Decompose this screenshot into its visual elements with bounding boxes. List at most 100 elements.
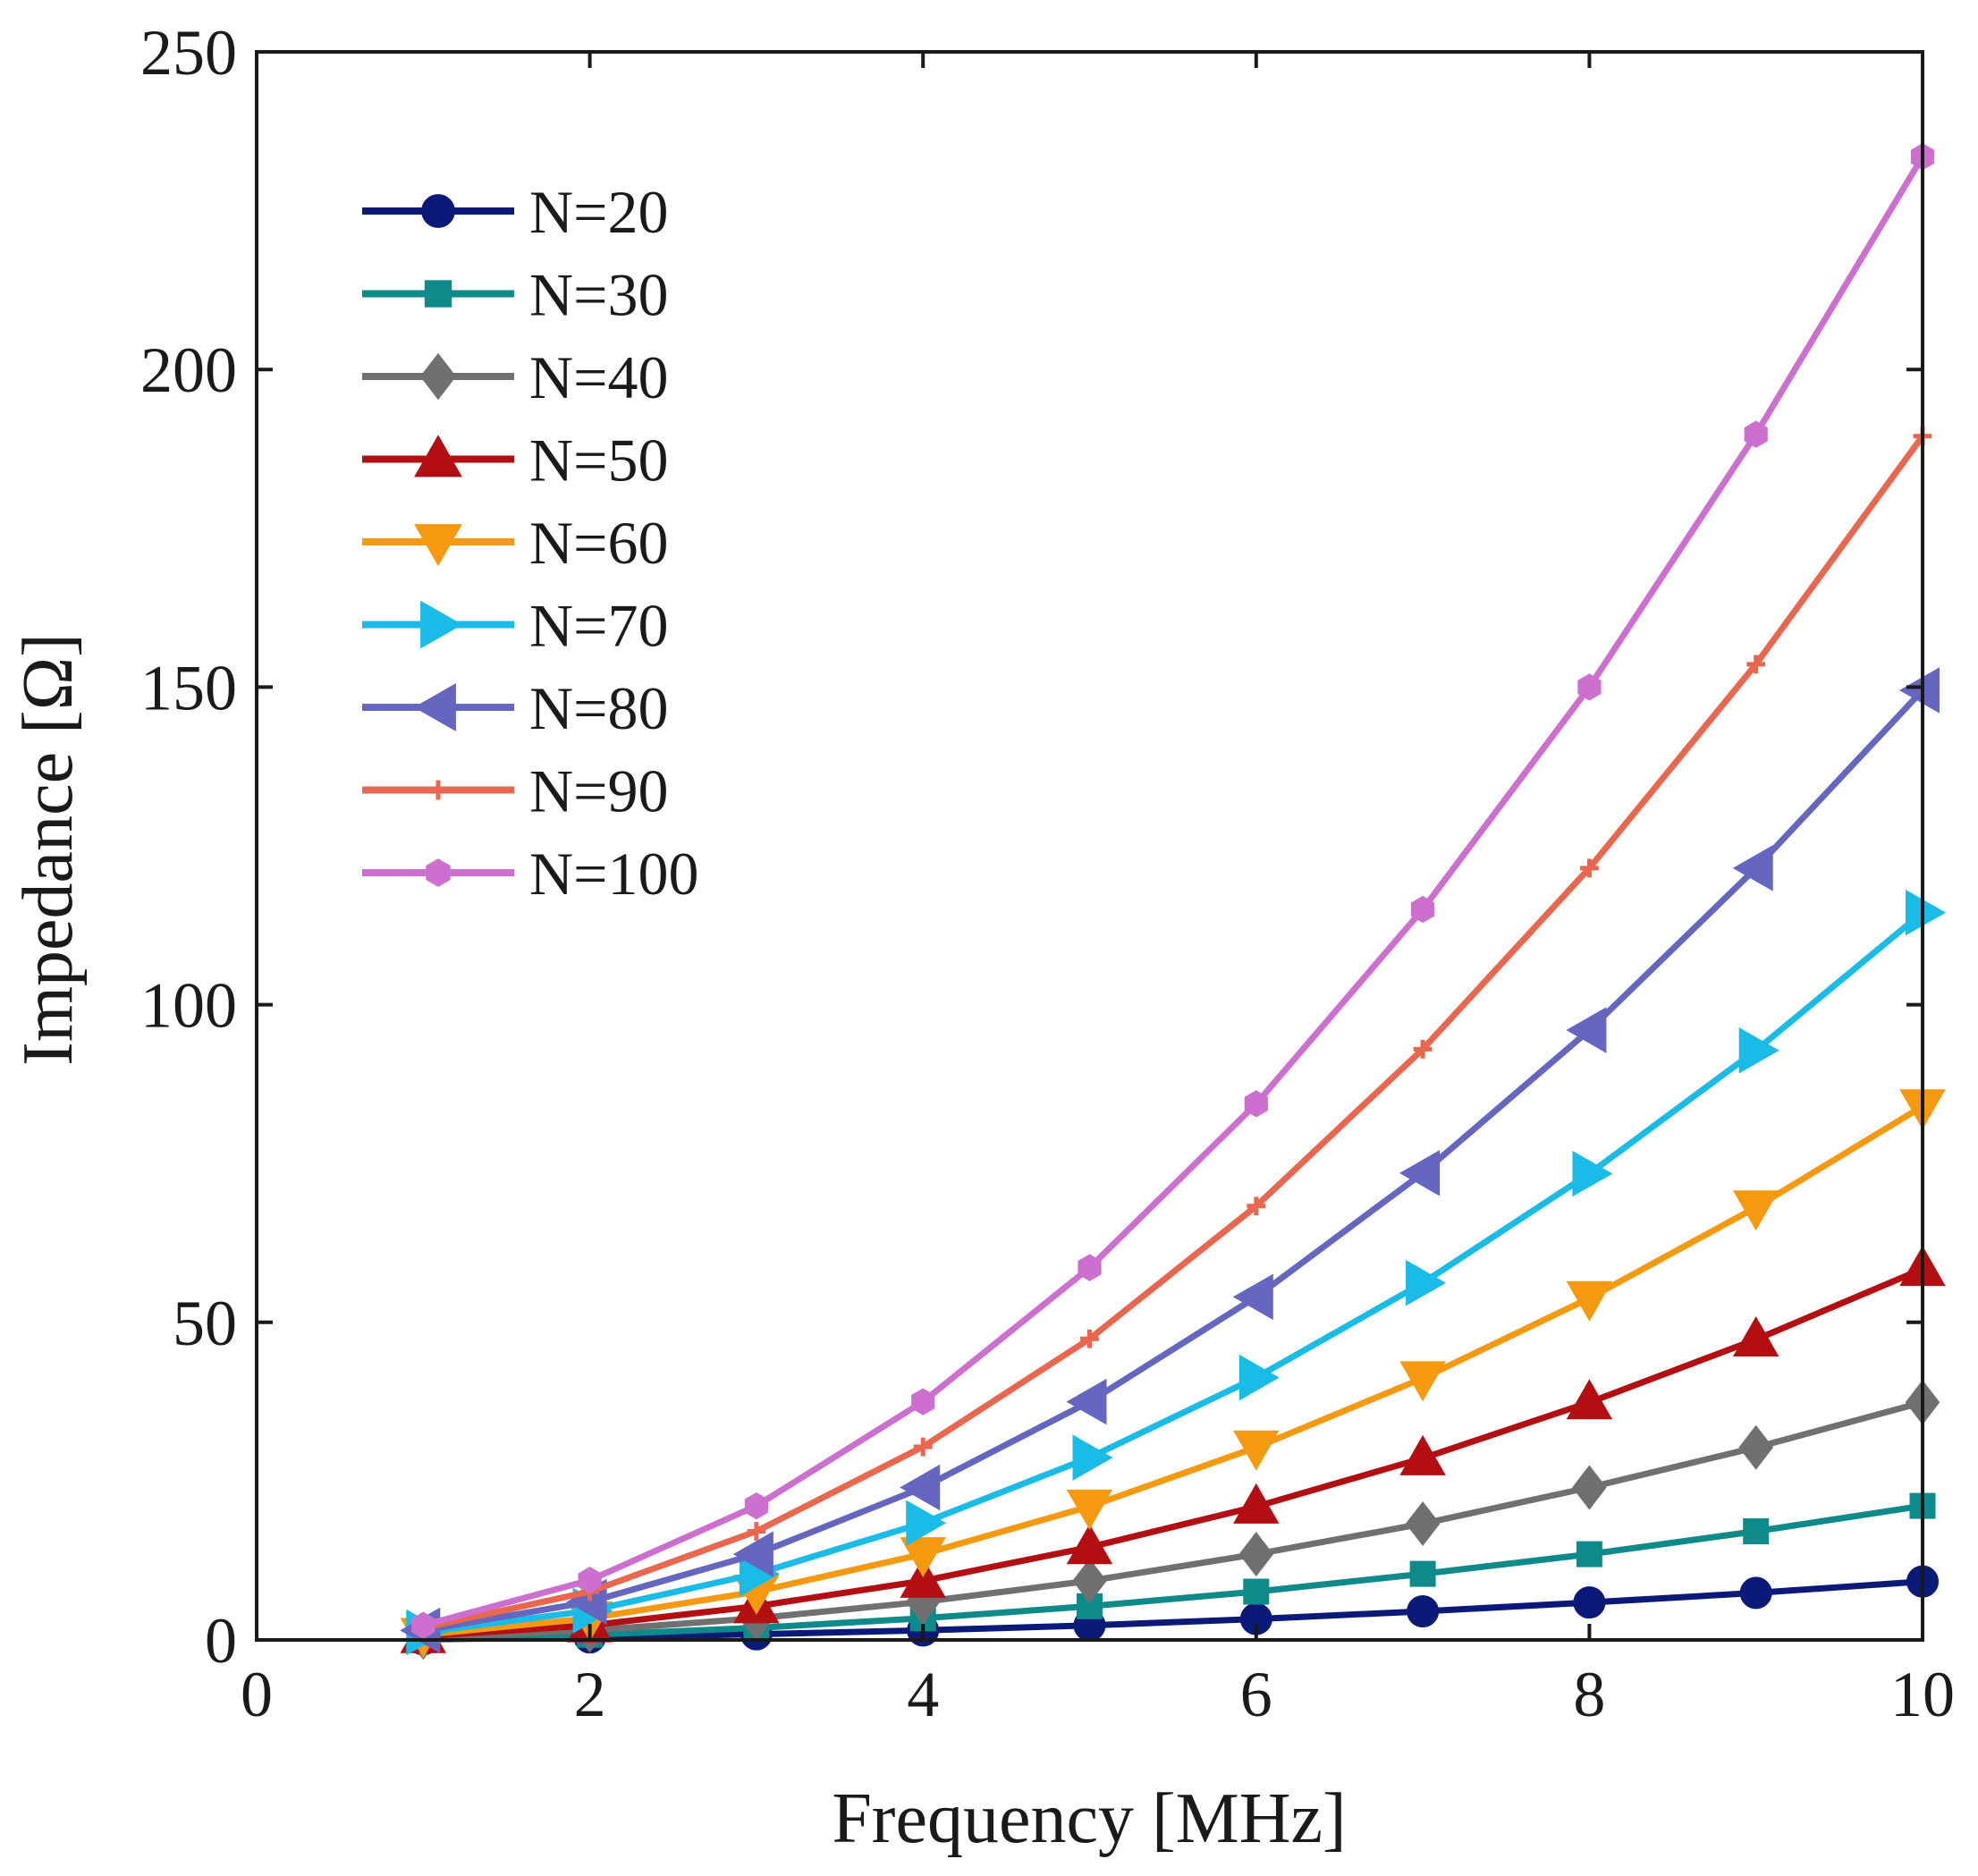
x-tick-label: 10 (1890, 1659, 1955, 1730)
data-point (1233, 1430, 1280, 1471)
data-point (1732, 1315, 1779, 1356)
data-point (913, 1437, 933, 1457)
legend-label: N=50 (529, 427, 668, 494)
y-tick-label: 200 (140, 334, 237, 406)
data-point (1072, 1434, 1113, 1481)
legend-marker (424, 280, 452, 308)
data-point (1409, 1560, 1436, 1587)
axes-frame (255, 50, 1924, 1642)
data-point (1746, 655, 1766, 674)
series-line (423, 1265, 1924, 1640)
legend-label: N=40 (529, 343, 668, 411)
series-line (422, 909, 1925, 1635)
data-point (1738, 1424, 1773, 1470)
legend-item: N=70 (362, 592, 668, 660)
data-point (1738, 1027, 1779, 1074)
series-line (423, 1502, 1923, 1643)
legend-label: N=70 (529, 592, 668, 660)
data-point (1247, 1196, 1266, 1216)
data-point (1078, 1254, 1102, 1281)
data-point (411, 1611, 435, 1639)
data-point (1405, 1500, 1441, 1547)
legend-marker (419, 352, 457, 401)
series-line (423, 1578, 1923, 1643)
legend-label: N=30 (529, 261, 668, 329)
legend-item: N=60 (362, 509, 668, 577)
data-point (906, 1500, 947, 1547)
data-point (1407, 1595, 1440, 1628)
legend-item: N=80 (362, 674, 668, 742)
y-tick-label: 150 (140, 652, 237, 723)
data-point (1080, 1329, 1099, 1348)
series-line (422, 434, 1925, 1631)
data-point (1572, 1465, 1607, 1510)
x-tick-label: 4 (907, 1659, 939, 1730)
data-point (1577, 673, 1602, 701)
series-layer (400, 143, 1947, 1661)
legend-marker (414, 435, 462, 477)
data-point (1066, 1378, 1107, 1425)
legend-label: N=100 (529, 840, 698, 908)
x-tick-label: 6 (1240, 1659, 1272, 1730)
data-point (1573, 1586, 1606, 1619)
data-point (747, 1522, 766, 1541)
legend-marker (428, 780, 448, 800)
data-point (1906, 889, 1947, 936)
data-point (578, 1567, 602, 1594)
data-point (1739, 1576, 1772, 1610)
legend: N=20 N=30 N=40 N=50 N=60 N=70 N=80 N=90 N=100 (362, 178, 698, 908)
legend-marker (426, 858, 451, 887)
legend-item: N=90 (362, 757, 668, 825)
data-point (1238, 1354, 1280, 1401)
legend-marker (421, 194, 455, 228)
data-point (1233, 1483, 1280, 1524)
series-n-60 (400, 1089, 1946, 1659)
data-point (1898, 667, 1940, 714)
data-point (1576, 1541, 1602, 1568)
y-tick-label: 100 (140, 970, 237, 1042)
data-point (900, 1537, 946, 1578)
legend-label: N=90 (529, 757, 668, 825)
data-point (1244, 1090, 1268, 1118)
data-point (732, 1531, 773, 1577)
series-line (422, 1103, 1924, 1638)
series-line (422, 688, 1925, 1634)
legend-marker (414, 524, 462, 567)
x-tick-label: 0 (241, 1659, 273, 1730)
data-point (900, 1557, 946, 1598)
legend-item: N=40 (362, 343, 668, 411)
data-point (1399, 1150, 1441, 1196)
legend-item: N=100 (362, 840, 698, 908)
data-point (1566, 1379, 1613, 1420)
data-point (1744, 420, 1768, 448)
axes (255, 50, 1924, 1642)
legend-label: N=80 (529, 674, 668, 742)
data-point (1399, 1361, 1446, 1402)
data-point (1232, 1273, 1273, 1321)
legend-item: N=30 (362, 261, 668, 329)
data-point (1399, 1434, 1446, 1475)
series-n-100 (411, 143, 1935, 1639)
y-tick-label: 50 (173, 1288, 237, 1359)
data-point (1566, 1007, 1607, 1053)
legend-label: N=20 (529, 178, 668, 246)
data-point (744, 1492, 768, 1520)
x-axis-label: Frequency [MHz] (832, 1779, 1346, 1858)
data-point (1406, 1260, 1447, 1306)
y-tick-label: 0 (205, 1605, 237, 1677)
data-point (1743, 1518, 1770, 1545)
data-point (1066, 1524, 1113, 1565)
legend-marker (420, 600, 463, 649)
series-n-40 (406, 1380, 1940, 1661)
data-point (1066, 1489, 1113, 1530)
data-point (911, 1388, 935, 1415)
legend-label: N=60 (529, 509, 668, 577)
data-point (1072, 1558, 1107, 1603)
series-line (422, 155, 1926, 1629)
data-point (900, 1464, 941, 1511)
data-point (1580, 858, 1599, 878)
y-tick-label: 250 (140, 17, 237, 89)
legend-marker (413, 683, 456, 731)
